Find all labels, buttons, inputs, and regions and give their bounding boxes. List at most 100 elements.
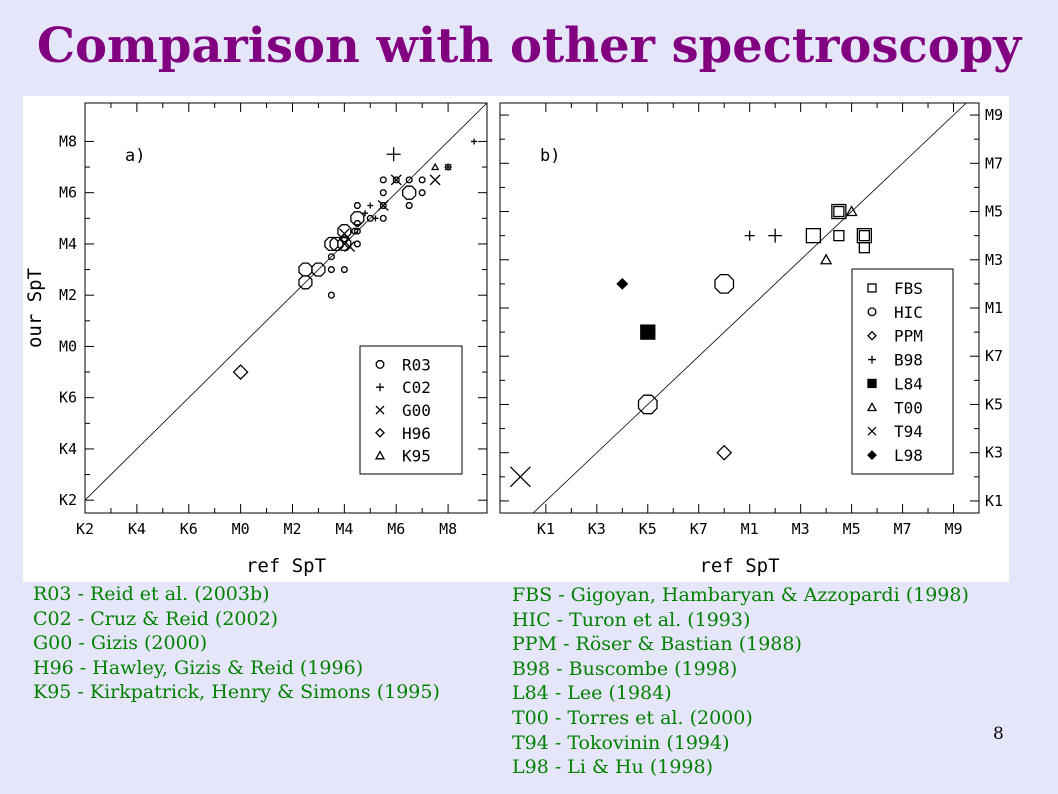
- data-point-c02: [367, 202, 374, 209]
- data-point-r03: [402, 185, 417, 200]
- legend-label: L98: [894, 446, 923, 465]
- data-point-h96: [444, 163, 453, 171]
- x-tick-label: M1: [741, 520, 759, 538]
- data-point-r03: [340, 266, 348, 273]
- data-point-r03: [340, 235, 348, 243]
- one-to-one-line: [532, 102, 967, 514]
- reference-item: PPM - Röser & Bastian (1988): [512, 633, 802, 656]
- x-tick-label: M0: [232, 520, 250, 538]
- legend-label: C02: [402, 378, 431, 397]
- data-point-fbs: [805, 227, 822, 244]
- page-number: 8: [993, 724, 1004, 744]
- data-point-r03: [353, 202, 361, 209]
- y-tick-label: K1: [985, 492, 1003, 510]
- legend-marker-l84: [867, 378, 877, 389]
- data-point-r03: [418, 189, 426, 197]
- references-right: FBS - Gigoyan, Hambaryan & Azzopardi (19…: [512, 583, 969, 780]
- x-tick-label: K2: [76, 520, 94, 538]
- chart-panel-b: K1 K3 K5 K7 M1 M3 M5 M7 M9 K1 K3 K5 K7 M1 M3 M5 M7 M9 ref …: [499, 102, 1003, 577]
- data-point-r03: [311, 262, 326, 277]
- legend-label: FBS: [894, 279, 923, 298]
- y-tick-label: M5: [985, 203, 1003, 221]
- x-tick-label: K5: [639, 520, 657, 538]
- data-point-r03: [379, 214, 387, 222]
- data-point-g00: [338, 228, 350, 240]
- legend-label: L84: [894, 374, 923, 393]
- legend-label: HIC: [894, 303, 923, 322]
- data-point-r03: [418, 176, 426, 184]
- legend-label: PPM: [894, 327, 923, 346]
- legend-box: [851, 268, 954, 475]
- comparison-figure: K2 K4 K6 M0 M2 M4 M6 M8 K2 K4 K6 M0 M2 M4 M6 M8 ref SpT o…: [23, 96, 1009, 582]
- data-point-ppm: [716, 444, 733, 461]
- data-point-r03: [379, 176, 387, 184]
- data-point-g00: [377, 200, 389, 211]
- legend-label: K95: [402, 447, 431, 466]
- panel-label: a): [125, 146, 145, 166]
- legend-marker-k95: [374, 450, 386, 460]
- legend-label: B98: [894, 351, 923, 370]
- reference-item: C02 - Cruz & Reid (2002): [33, 607, 279, 630]
- reference-item: T00 - Torres et al. (2000): [512, 706, 753, 729]
- legend-marker-l98: [867, 450, 877, 460]
- data-point-l84: [640, 324, 656, 340]
- data-point-r03: [298, 262, 313, 277]
- data-point-r03: [405, 202, 413, 209]
- data-point-r03: [353, 227, 361, 235]
- data-point-g00: [338, 238, 350, 250]
- y-tick-label: M1: [985, 299, 1003, 317]
- y-tick-label: K2: [59, 491, 77, 509]
- legend-label: G00: [402, 401, 431, 420]
- data-point-hic: [714, 273, 735, 294]
- data-point-fbs: [858, 229, 870, 242]
- legend-marker-hic: [867, 307, 877, 317]
- x-tick-label: K7: [690, 520, 708, 538]
- reference-item: L98 - Li & Hu (1998): [512, 756, 714, 779]
- x-tick-label: K3: [588, 520, 606, 538]
- x-tick-label: M7: [894, 520, 912, 538]
- y-tick-label: M2: [59, 286, 77, 304]
- y-tick-label: M4: [59, 235, 77, 253]
- data-point-r03: [350, 211, 365, 226]
- reference-item: B98 - Buscombe (1998): [512, 657, 738, 680]
- x-tick-label: K4: [128, 520, 146, 538]
- legend-label: T94: [894, 422, 923, 441]
- y-tick-label: K4: [59, 440, 77, 458]
- y-tick-label: K7: [985, 347, 1003, 365]
- y-tick-label: M8: [59, 132, 77, 150]
- x-axis-label: ref SpT: [246, 555, 326, 577]
- y-tick-label: M9: [985, 106, 1003, 124]
- x-tick-label: M3: [792, 520, 810, 538]
- plot-frame: [84, 102, 488, 514]
- panel-label: b): [540, 146, 560, 166]
- reference-item: L84 - Lee (1984): [512, 682, 672, 705]
- data-point-fbs: [858, 242, 870, 254]
- data-point-fbs: [833, 229, 845, 242]
- legend-marker-fbs: [867, 283, 877, 293]
- data-point-c02: [386, 147, 401, 162]
- data-point-fbs: [833, 205, 845, 218]
- legend-marker-c02: [376, 383, 384, 392]
- reference-item: T94 - Tokovinin (1994): [512, 731, 730, 754]
- legend-marker-ppm: [867, 330, 877, 341]
- slide-title: Comparison with other spectroscopy: [36, 18, 1022, 74]
- data-point-l98: [616, 277, 629, 290]
- data-point-k95: [431, 162, 440, 171]
- x-tick-label: M5: [843, 520, 861, 538]
- data-point-r03: [351, 227, 359, 235]
- y-tick-label: M7: [985, 154, 1003, 172]
- y-tick-label: M6: [59, 184, 77, 202]
- x-tick-label: M6: [387, 520, 405, 538]
- data-point-b98: [744, 230, 755, 241]
- data-point-r03: [353, 220, 361, 227]
- legend-marker-t94: [867, 426, 877, 436]
- data-point-r03: [405, 176, 413, 184]
- data-point-c02: [362, 210, 369, 217]
- legend-marker-b98: [868, 355, 876, 364]
- one-to-one-line: [84, 102, 488, 501]
- reference-item: HIC - Turon et al. (1993): [512, 608, 751, 631]
- y-tick-label: K5: [985, 395, 1003, 413]
- legend-label: R03: [402, 355, 431, 374]
- y-tick-label: M0: [59, 337, 77, 355]
- x-tick-label: M9: [944, 520, 962, 538]
